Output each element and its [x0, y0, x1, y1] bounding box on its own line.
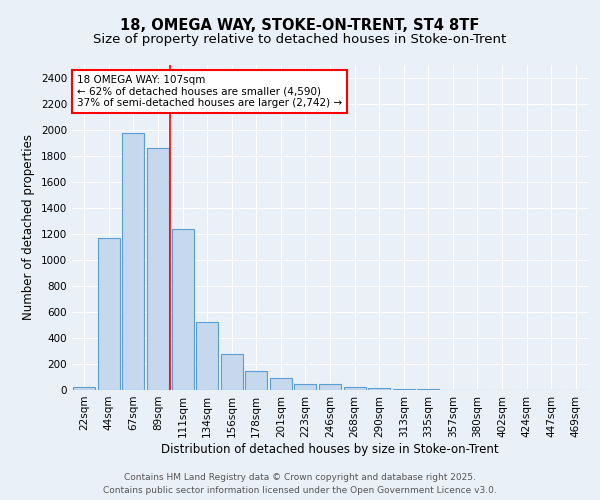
Bar — [98, 238, 120, 390]
Y-axis label: Number of detached properties: Number of detached properties — [22, 134, 35, 320]
Bar — [392, 389, 415, 390]
Bar — [295, 384, 316, 390]
Bar — [147, 148, 169, 390]
X-axis label: Distribution of detached houses by size in Stoke-on-Trent: Distribution of detached houses by size … — [161, 442, 499, 456]
Text: Size of property relative to detached houses in Stoke-on-Trent: Size of property relative to detached ho… — [94, 32, 506, 46]
Bar — [270, 378, 292, 390]
Bar — [319, 384, 341, 390]
Bar — [196, 322, 218, 390]
Text: Contains HM Land Registry data © Crown copyright and database right 2025.
Contai: Contains HM Land Registry data © Crown c… — [103, 474, 497, 495]
Bar — [344, 388, 365, 390]
Bar — [73, 387, 95, 390]
Text: 18, OMEGA WAY, STOKE-ON-TRENT, ST4 8TF: 18, OMEGA WAY, STOKE-ON-TRENT, ST4 8TF — [121, 18, 479, 32]
Text: 18 OMEGA WAY: 107sqm
← 62% of detached houses are smaller (4,590)
37% of semi-de: 18 OMEGA WAY: 107sqm ← 62% of detached h… — [77, 74, 342, 108]
Bar — [122, 132, 145, 390]
Bar — [172, 229, 194, 390]
Bar — [221, 354, 243, 390]
Bar — [245, 370, 268, 390]
Bar — [368, 388, 390, 390]
